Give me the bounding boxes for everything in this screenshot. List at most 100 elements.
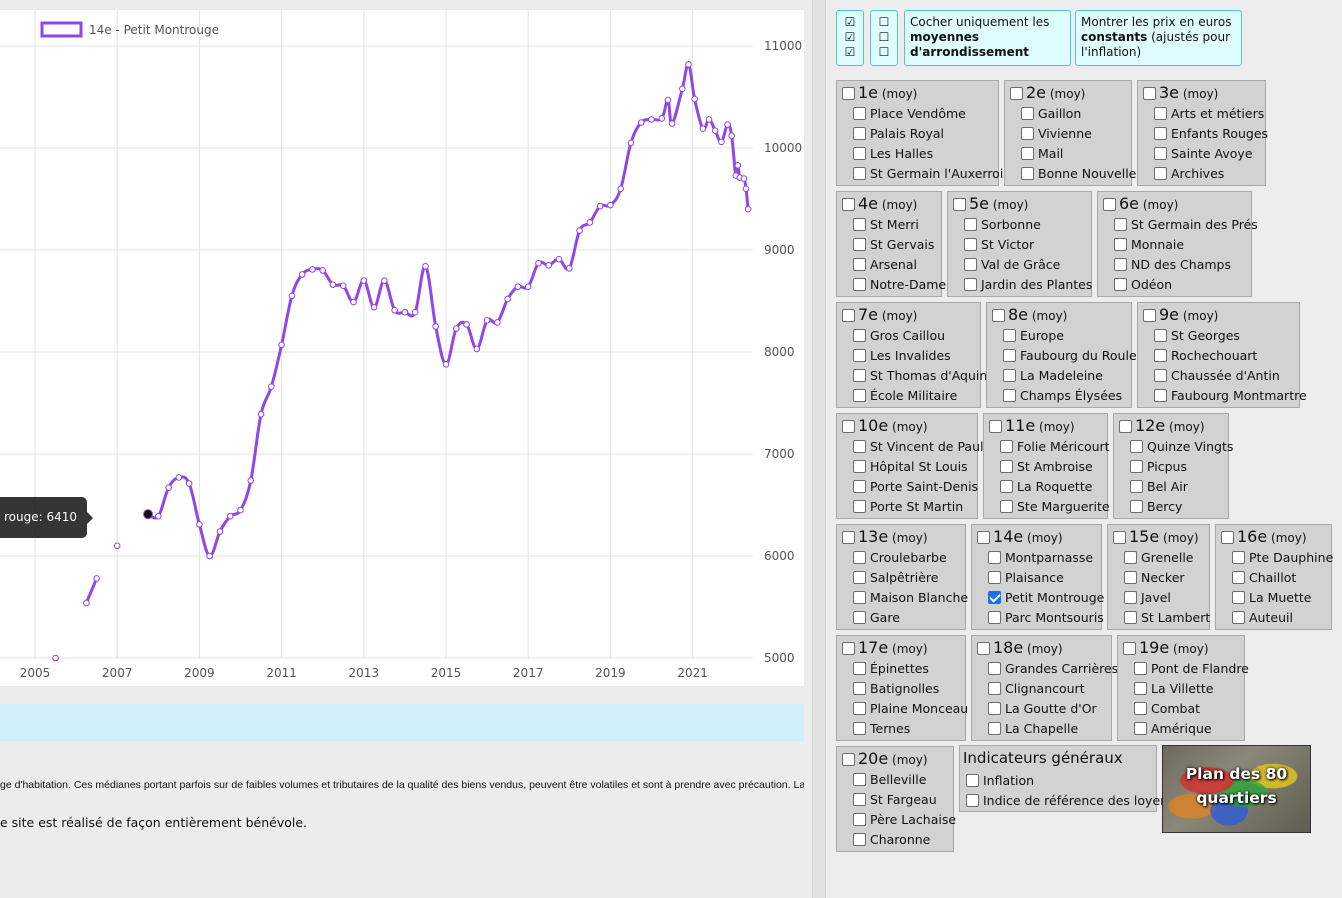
quartier-3-2[interactable]: Enfants Rouges (1138, 123, 1268, 143)
quartier-14-2[interactable]: Plaisance (972, 567, 1101, 587)
quartier-10-4[interactable]: Porte St Martin (837, 496, 977, 516)
quartier-checkbox[interactable] (1154, 166, 1167, 180)
arrondissement-15-checkbox[interactable] (1113, 531, 1126, 544)
data-point[interactable] (473, 345, 481, 353)
quartier-4-3[interactable]: Arsenal (837, 254, 941, 274)
data-point[interactable] (596, 202, 604, 210)
quartier-15-2[interactable]: Necker (1108, 567, 1209, 587)
data-point[interactable] (524, 283, 532, 291)
data-point[interactable] (196, 521, 203, 528)
quartier-checkbox[interactable] (853, 348, 866, 362)
averages-only-button[interactable]: Cocher uniquement les moyennes d'arrondi… (904, 10, 1071, 66)
arrondissement-8-average[interactable]: 8e (moy) (987, 303, 1131, 325)
quartier-checkbox[interactable] (1154, 368, 1167, 382)
quartier-checkbox[interactable] (1124, 590, 1137, 604)
quartier-checkbox[interactable] (1000, 479, 1013, 493)
data-point[interactable] (329, 281, 337, 288)
quartier-10-3[interactable]: Porte Saint-Denis (837, 476, 978, 496)
quartier-6-3[interactable]: ND des Champs (1098, 254, 1251, 274)
data-point[interactable] (555, 255, 563, 263)
quartier-14-3[interactable]: Petit Montrouge (972, 587, 1104, 607)
quartier-checkbox[interactable] (1021, 106, 1034, 120)
quartier-checkbox[interactable] (1232, 590, 1245, 604)
quartier-7-2[interactable]: Les Invalides (837, 345, 980, 365)
arrondissement-19-average[interactable]: 19e (moy) (1118, 636, 1244, 658)
quartier-7-1[interactable]: Gros Caillou (837, 325, 980, 345)
data-point[interactable] (226, 512, 234, 520)
quartier-checkbox[interactable] (1130, 459, 1143, 473)
quartier-3-3[interactable]: Sainte Avoye (1138, 143, 1265, 163)
data-point[interactable] (504, 295, 511, 303)
quartier-checkbox[interactable] (1134, 701, 1147, 715)
indicator-inflation-checkbox[interactable] (966, 773, 979, 787)
quartier-checkbox[interactable] (1003, 368, 1016, 382)
arrondissement-7-checkbox[interactable] (842, 309, 855, 322)
quartier-checkbox[interactable] (1154, 328, 1167, 342)
data-point[interactable] (744, 205, 752, 213)
quartier-4-4[interactable]: Notre-Dame (837, 274, 946, 294)
quartier-checkbox[interactable] (988, 721, 1001, 735)
arrondissement-16-checkbox[interactable] (1221, 531, 1234, 544)
data-point[interactable] (452, 325, 460, 332)
arrondissement-2-average[interactable]: 2e (moy) (1005, 81, 1131, 103)
data-point[interactable] (175, 474, 183, 481)
data-point[interactable] (339, 282, 347, 290)
quartier-checkbox[interactable] (1154, 348, 1167, 362)
quartier-checkbox[interactable] (1000, 499, 1013, 513)
quartier-checkbox[interactable] (1114, 277, 1127, 291)
quartier-checkbox[interactable] (853, 106, 866, 120)
quartier-checkbox[interactable] (853, 277, 866, 291)
quartier-checkbox[interactable] (1232, 550, 1245, 564)
arrondissement-11-average[interactable]: 11e (moy) (984, 414, 1107, 436)
arrondissement-13-average[interactable]: 13e (moy) (837, 525, 965, 547)
arrondissement-13-checkbox[interactable] (842, 531, 855, 544)
quartier-checkbox[interactable] (1003, 388, 1016, 402)
data-point[interactable] (52, 654, 59, 662)
arrondissement-1-checkbox[interactable] (842, 87, 855, 100)
data-point[interactable] (648, 116, 655, 123)
data-point[interactable] (637, 119, 645, 126)
data-point[interactable] (728, 132, 735, 140)
quartier-checkbox[interactable] (1232, 610, 1245, 624)
data-point[interactable] (607, 201, 614, 209)
quartier-18-2[interactable]: Clignancourt (972, 678, 1111, 698)
quartier-10-1[interactable]: St Vincent de Paul (837, 436, 983, 456)
quartier-13-4[interactable]: Gare (837, 607, 965, 627)
quartier-5-3[interactable]: Val de Grâce (948, 254, 1091, 274)
quartier-checkbox[interactable] (853, 832, 866, 846)
quartier-16-2[interactable]: Chaillot (1216, 567, 1331, 587)
data-point[interactable] (206, 552, 213, 560)
quartier-9-2[interactable]: Rochechouart (1138, 345, 1299, 365)
data-point[interactable] (411, 308, 419, 316)
quartier-checkbox[interactable] (853, 701, 866, 715)
quartier-15-3[interactable]: Javel (1108, 587, 1209, 607)
check-all-button[interactable]: ☑ ☑ ☑ (836, 10, 864, 66)
quartier-16-3[interactable]: La Muette (1216, 587, 1331, 607)
arrondissement-12-checkbox[interactable] (1119, 420, 1132, 433)
arrondissement-17-checkbox[interactable] (842, 642, 855, 655)
data-point[interactable] (432, 323, 440, 330)
quartier-2-1[interactable]: Gaillon (1005, 103, 1131, 123)
data-point[interactable] (699, 125, 707, 132)
data-point[interactable] (442, 360, 450, 368)
data-point[interactable] (627, 139, 635, 147)
quartier-checkbox[interactable] (853, 479, 866, 493)
data-point[interactable] (237, 506, 244, 514)
quartier-17-3[interactable]: Plaine Monceau (837, 698, 968, 718)
quartier-17-2[interactable]: Batignolles (837, 678, 965, 698)
data-point[interactable] (724, 121, 731, 128)
arrondissement-17-average[interactable]: 17e (moy) (837, 636, 965, 658)
quartier-12-1[interactable]: Quinze Vingts (1114, 436, 1233, 456)
arrondissement-7-average[interactable]: 7e (moy) (837, 303, 980, 325)
quartier-8-1[interactable]: Europe (987, 325, 1131, 345)
quartier-checkbox[interactable] (853, 570, 866, 584)
data-point[interactable] (370, 303, 378, 311)
data-point[interactable] (685, 61, 692, 68)
quartier-checkbox[interactable] (988, 590, 1001, 604)
quartier-19-3[interactable]: Combat (1118, 698, 1244, 718)
data-point[interactable] (309, 266, 316, 273)
quartier-checkbox[interactable] (1154, 388, 1167, 402)
quartier-checkbox[interactable] (853, 550, 866, 564)
quartier-checkbox[interactable] (1114, 237, 1127, 251)
quartier-1-2[interactable]: Palais Royal (837, 123, 998, 143)
